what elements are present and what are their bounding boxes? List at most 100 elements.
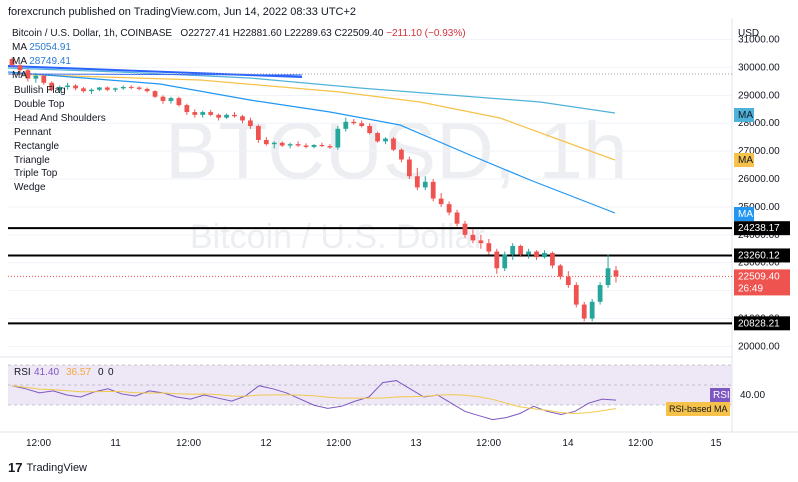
candle-body [406,159,412,177]
ma1-legend[interactable]: MA 25054.91 [12,42,71,53]
rsi-badge-bg [710,388,730,402]
ma-orange-line [7,73,616,161]
time-tick-label: 12:00 [176,438,201,449]
price-tick-label: 24000.00 [738,230,780,241]
pattern-item[interactable]: Head And Shoulders [14,112,106,124]
price-tick-label: 23000.00 [738,258,780,269]
symbol-line[interactable]: Bitcoin / U.S. Dollar, 1h, COINBASE [12,28,173,39]
pattern-item[interactable]: Rectangle [14,140,60,152]
tradingview-logo[interactable]: 17 TradingView [8,460,87,475]
candle-body [81,88,86,92]
candle-body [542,252,547,258]
candle-body [502,254,508,269]
level-badge-3: 20828.21 [738,318,780,329]
ohlc-legend: Bitcoin / U.S. Dollar, 1h, COINBASE O227… [12,28,466,39]
low-value: 22289.63 [289,28,332,39]
candle-body [192,112,198,115]
price-tick-label: 30000.00 [738,62,780,73]
candle-body [518,245,524,255]
close-value: 22509.40 [341,28,384,39]
candle-body [327,146,333,148]
rsi-value: 41.40 [34,367,59,378]
pattern-item[interactable]: Triple Top [14,168,58,180]
pattern-item[interactable]: Pennant [14,126,52,138]
candle-body [176,98,182,106]
price-tick-label: 27000.00 [738,146,780,157]
candle-body [359,123,365,127]
time-tick-label: 14 [562,438,574,449]
price-tick-label: 20000.00 [738,341,780,352]
candle-body [438,198,444,205]
change-value: −211.10 (−0.93%) [386,28,466,39]
candle-body [128,86,134,88]
price-tick-label: 29000.00 [738,90,780,101]
candle-body [287,144,293,146]
last-price-badge: 22509.40 [738,271,780,282]
high-label: H [232,28,240,39]
candle-body [216,114,222,118]
time-tick-label: 12 [260,438,272,449]
time-tick-label: 11 [110,438,121,449]
candle-body [224,114,229,118]
ma-orange-badge-bg [734,153,754,167]
watermark-symbol: BTCUSD, 1h [165,106,627,195]
candle-body [144,88,150,92]
pattern-item[interactable]: Triangle [14,154,50,166]
ma-orange-badge: MA [738,155,753,166]
level-badge-2-bg [734,248,790,263]
low-label: L [284,28,290,39]
candle-body [470,234,476,241]
rsi-label: RSI [14,367,31,378]
candle-body [422,181,428,188]
candle-body [605,268,611,286]
ma-blue-badge-bg [734,207,754,221]
candle-body [311,144,317,147]
rsi-param-2: 0 [108,367,114,378]
ma2-label: MA [12,56,27,67]
candle-body [367,126,373,133]
level-badge-3-bg [734,316,790,331]
publisher-header: forexcrunch published on TradingView.com… [8,6,357,18]
candle-body [33,75,39,79]
ma2-legend[interactable]: MA 28749.41 [12,56,71,67]
candle-body [335,128,341,148]
candle-body [184,105,190,113]
close-label: C [334,28,342,39]
ma3-label: MA [12,70,27,81]
brand-name: TradingView [26,461,88,474]
candle-body [112,88,118,90]
price-tick-label: 28000.00 [738,118,780,129]
candle-body [391,138,396,150]
candle-body [589,301,595,319]
rsi-ma-badge-bg [666,402,730,416]
candle-body [248,120,253,127]
candle-body [152,91,158,97]
ma-blue-badge: MA [738,209,753,220]
candle-body [597,285,603,302]
ma3-legend[interactable]: MA [12,70,27,81]
candle-body [271,142,277,145]
candle-body [375,132,380,142]
candle-body [550,252,555,266]
candle-body [486,243,492,252]
candle-body [462,223,468,235]
candle-body [97,87,102,90]
level-badge-1-bg [734,221,790,236]
rsi-line [11,380,617,421]
pattern-item[interactable]: Bullish Flag [14,85,66,96]
rsi-ma-value: 36.57 [66,367,91,378]
candle-body [295,144,301,146]
pattern-item[interactable]: Double Top [14,98,65,110]
rsi-param-1: 0 [98,367,104,378]
pattern-item[interactable]: Wedge [14,182,46,194]
rsi-axis-label: 40.00 [740,390,765,401]
time-tick-label: 15 [710,438,722,449]
last-price-badge-bg [734,269,790,296]
rsi-badge: RSI [713,390,730,401]
candle-body [89,89,94,92]
candle-body [303,145,309,147]
candle-body [581,304,587,319]
rsi-ma-badge: RSI-based MA [669,404,728,414]
